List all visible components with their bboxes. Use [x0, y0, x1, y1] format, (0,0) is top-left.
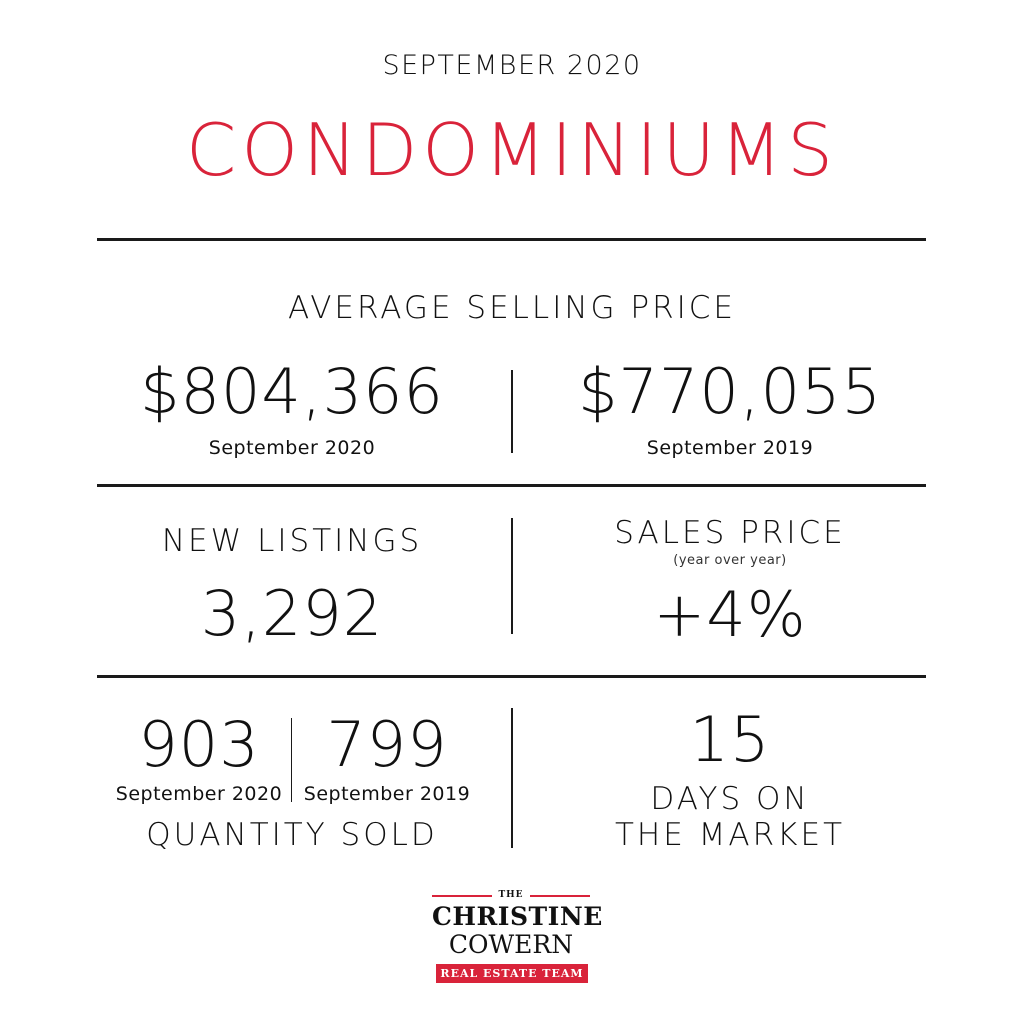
quantity-sold-current-value: 903 — [138, 708, 260, 781]
avg-price-current-value: $804,366 — [140, 355, 444, 428]
divider-listings — [511, 518, 513, 634]
sales-price-label: SALES PRICE — [614, 515, 846, 551]
divider-days — [511, 708, 513, 848]
logo-the: THE — [498, 890, 524, 900]
average-selling-price-label: AVERAGE SELLING PRICE — [287, 290, 737, 326]
days-on-market-label-line1: DAYS ON — [650, 781, 810, 817]
divider-avg-price — [511, 370, 513, 453]
new-listings-label: NEW LISTINGS — [161, 523, 423, 559]
days-on-market-value: 15 — [689, 703, 771, 776]
divider-top — [97, 238, 926, 241]
new-listings-value: 3,292 — [200, 577, 384, 650]
logo-rule-right — [530, 895, 590, 897]
logo-rule-left — [432, 895, 492, 897]
brand-logo: THE CHRISTINE COWERN REAL ESTATE TEAM — [432, 888, 603, 986]
logo-name-line2: COWERN — [448, 930, 574, 959]
avg-price-previous-period: September 2019 — [646, 437, 814, 459]
logo-name-line1: CHRISTINE — [432, 902, 603, 931]
sales-price-sublabel: (year over year) — [673, 553, 787, 568]
quantity-sold-previous-value: 799 — [326, 708, 448, 781]
quantity-sold-label: QUANTITY SOLD — [146, 817, 438, 853]
sales-price-value: +4% — [653, 578, 807, 651]
days-on-market-label-line2: THE MARKET — [614, 817, 846, 853]
quantity-sold-current-period: September 2020 — [115, 783, 283, 805]
avg-price-previous-value: $770,055 — [578, 355, 882, 428]
divider-middle — [97, 484, 926, 487]
quantity-sold-previous-period: September 2019 — [303, 783, 471, 805]
avg-price-current-period: September 2020 — [208, 437, 376, 459]
divider-lower — [97, 675, 926, 678]
report-period: SEPTEMBER 2020 — [382, 50, 642, 81]
divider-quantity — [291, 718, 292, 802]
logo-tagline: REAL ESTATE TEAM — [436, 964, 588, 983]
page-title: CONDOMINIUMS — [186, 108, 838, 192]
